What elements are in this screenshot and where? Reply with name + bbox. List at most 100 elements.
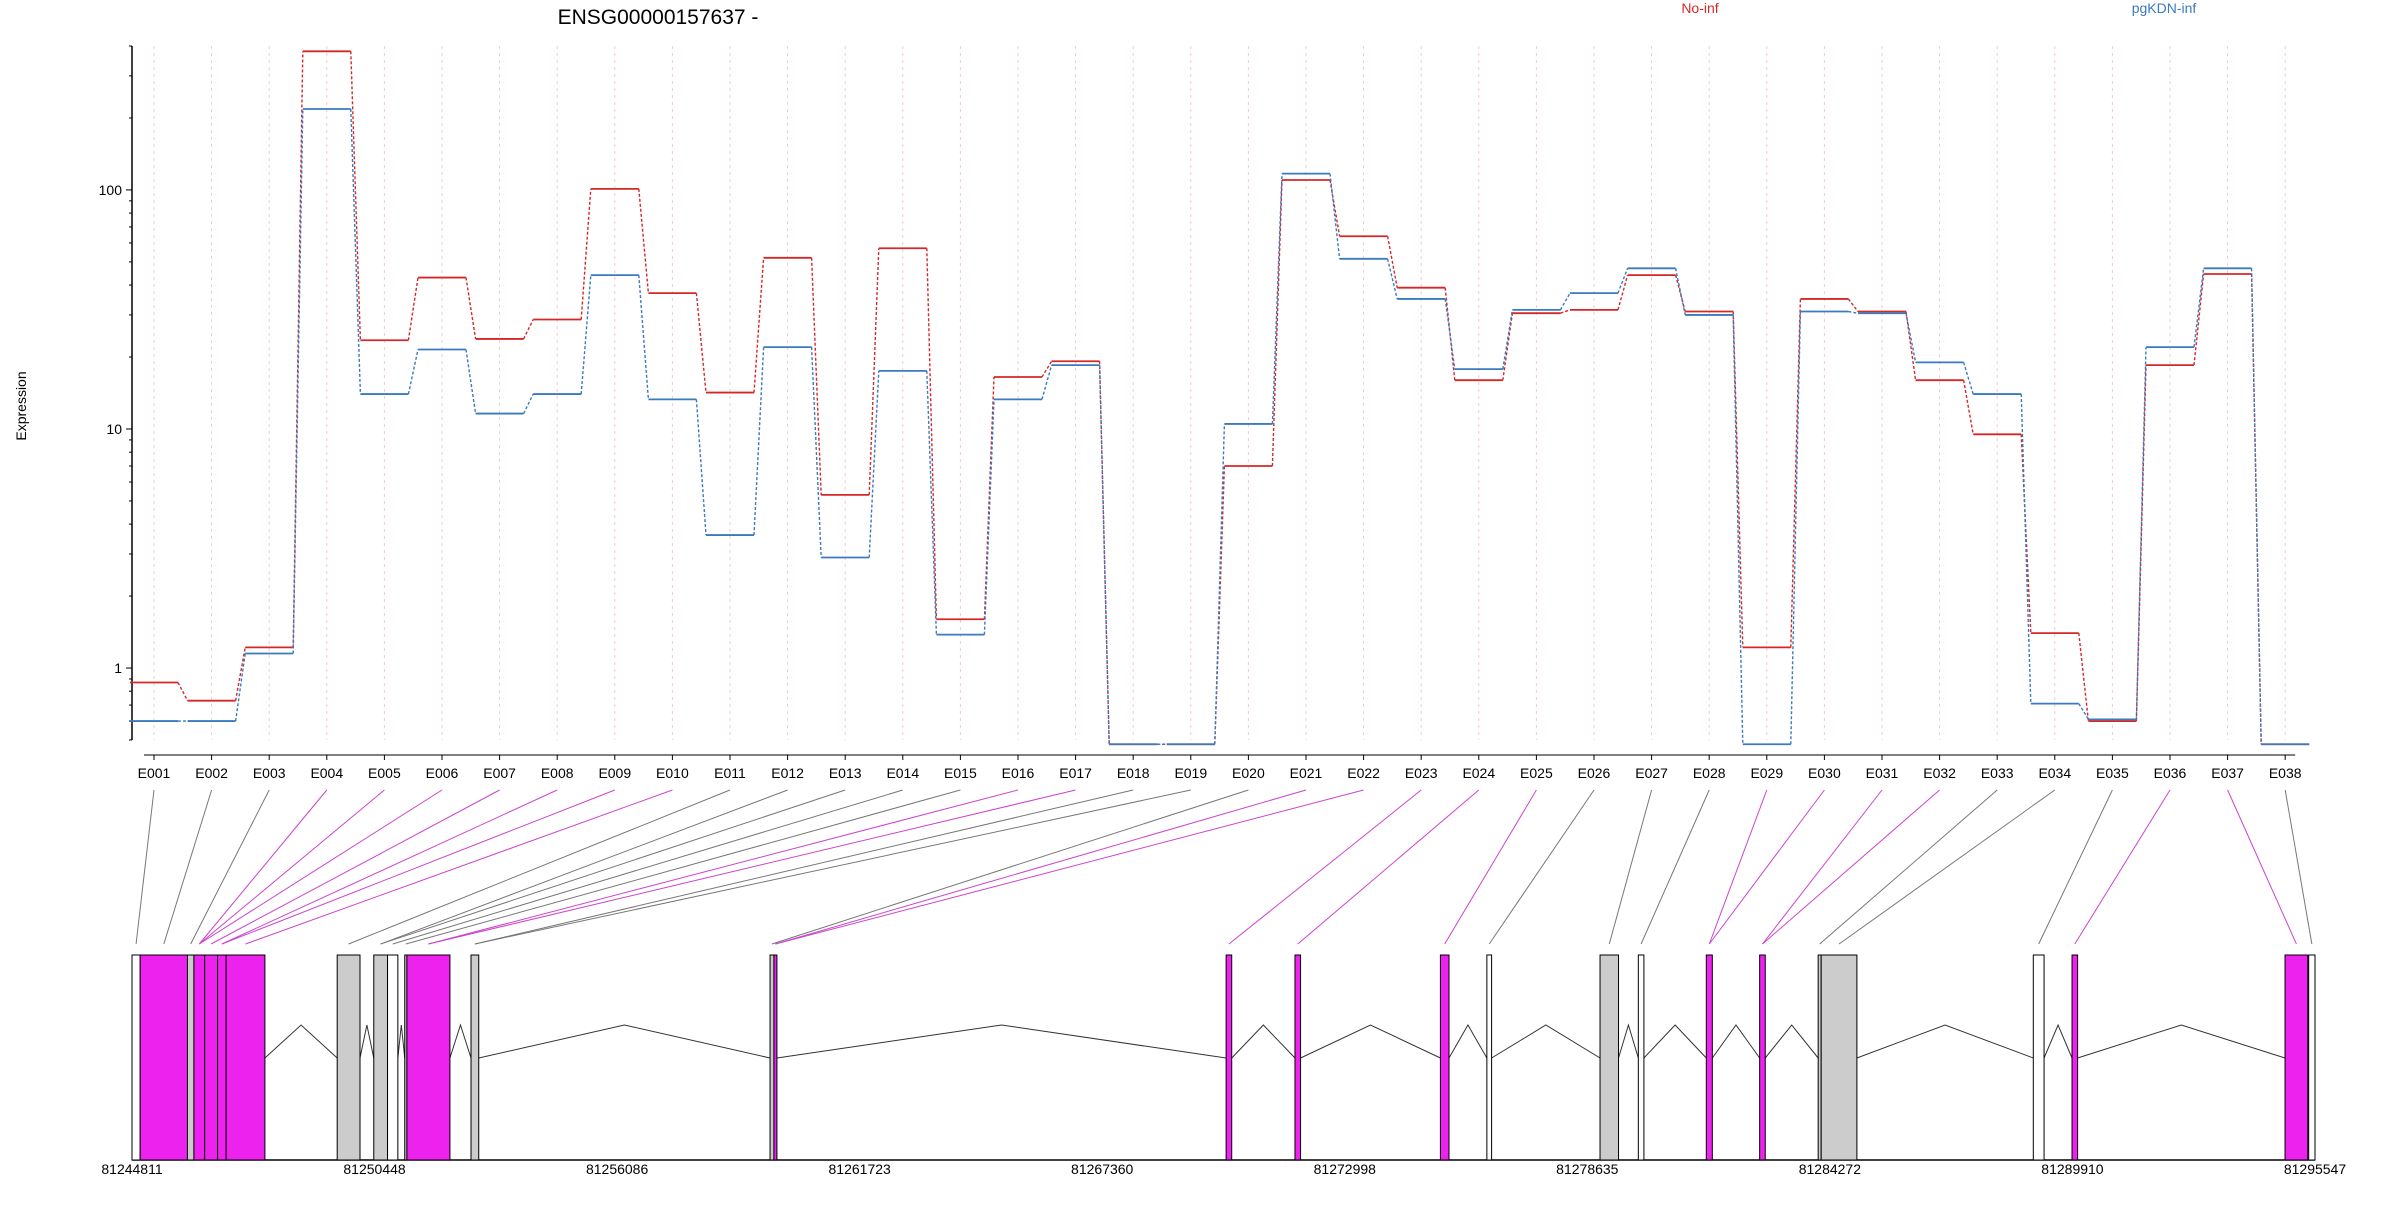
exon-connector-line (2227, 789, 2297, 945)
y-tick-label: 1 (114, 660, 122, 676)
exon-connector-line (2284, 789, 2313, 945)
x-tick-label: E026 (1578, 765, 1611, 781)
exon-connector-line (198, 789, 328, 945)
exon-connector-line (348, 789, 731, 945)
exon-block-e012 (406, 954, 451, 1161)
x-tick-label: E021 (1290, 765, 1323, 781)
intron-line (1448, 1023, 1488, 1059)
intron-line (1856, 1024, 2034, 1059)
exon-connector-line (1297, 789, 1480, 945)
intron-line (478, 1024, 771, 1059)
series-connector (522, 319, 534, 340)
exon-connector-line (1708, 789, 1768, 945)
exon-connector-line (1838, 789, 2056, 945)
series-connector (695, 293, 707, 393)
exon-connector-line (1762, 789, 1940, 945)
x-tick-label: E014 (886, 765, 919, 781)
exon-block-e022 (1705, 954, 1713, 1161)
series-connector (1041, 360, 1053, 378)
series-connector (350, 108, 362, 395)
genome-tick-label: 81244811 (101, 1161, 162, 1177)
exon-block-e016 (1225, 954, 1233, 1161)
x-tick-label: E036 (2154, 765, 2187, 781)
x-tick-label: E029 (1750, 765, 1783, 781)
series-connector (753, 257, 765, 393)
exon-block-e020 (1599, 954, 1620, 1161)
x-tick-label: E015 (944, 765, 977, 781)
series-connector (1329, 173, 1341, 259)
x-tick-label: E024 (1462, 765, 1495, 781)
exon-connector-line (1228, 789, 1422, 945)
exon-block-e010 (387, 954, 399, 1161)
x-tick-label: E010 (656, 765, 689, 781)
series-connector (1560, 309, 1571, 314)
exon-block-e004 (193, 954, 206, 1161)
exon-connector-line (771, 789, 1249, 945)
exon-connector-line (190, 789, 270, 945)
series-connector (1098, 365, 1110, 745)
intron-line (359, 1024, 375, 1059)
x-tick-label: E020 (1232, 765, 1265, 781)
exon-connector-line (1708, 789, 1825, 945)
series-connector (1905, 313, 1917, 363)
x-tick-label: E004 (310, 765, 343, 781)
series-connector (1502, 313, 1514, 381)
x-tick-label: E003 (253, 765, 286, 781)
x-tick-label: E028 (1693, 765, 1726, 781)
series-connector (522, 393, 534, 414)
exon-connector-line (2038, 789, 2113, 945)
x-tick-label: E027 (1635, 765, 1668, 781)
exon-connector-line (775, 789, 1364, 945)
x-tick-label: E006 (426, 765, 459, 781)
series-connector (1617, 268, 1629, 294)
series-pgkdn-inf (130, 108, 2310, 746)
x-tick-label: E019 (1174, 765, 1207, 781)
series-connector (983, 399, 995, 635)
intron-line (264, 1024, 338, 1059)
exon-connector-line (392, 789, 903, 945)
intron-line (449, 1023, 472, 1059)
genome-tick-label: 81278635 (1556, 1161, 1619, 1177)
exon-block-e021 (1637, 954, 1645, 1161)
series-connector (868, 370, 880, 558)
series-connector (926, 248, 938, 620)
intron-line (1643, 1024, 1707, 1059)
exon-connector-line (428, 789, 1076, 945)
x-tick-label: E007 (483, 765, 516, 781)
series-connector (2020, 394, 2032, 704)
exon-connector-line (245, 789, 673, 945)
x-tick-label: E038 (2269, 765, 2302, 781)
series-connector (868, 248, 880, 495)
intron-line (397, 1024, 406, 1059)
exon-block-e014 (769, 954, 775, 1161)
series-connector (695, 399, 707, 536)
exon-block-e025 (1820, 954, 1858, 1161)
x-tick-label: E031 (1866, 765, 1899, 781)
series-connector (638, 188, 650, 294)
series-connector (638, 275, 650, 400)
exon-connector-line (380, 789, 846, 945)
series-connector (1041, 364, 1053, 400)
intron-line (1300, 1024, 1441, 1059)
exon-block-e001 (131, 954, 141, 1161)
x-tick-label: E037 (2211, 765, 2244, 781)
series-connector (1790, 298, 1802, 648)
series-connector (1559, 292, 1571, 311)
intron-line (2043, 1023, 2073, 1059)
intron-line (776, 1024, 1227, 1059)
x-tick-label: E005 (368, 765, 401, 781)
series-connector (177, 682, 189, 702)
series-connector (1962, 362, 1974, 395)
intron-line (1711, 1024, 1761, 1059)
series-connector (2078, 633, 2090, 722)
x-tick-label: E035 (2096, 765, 2129, 781)
series-connector (1271, 173, 1283, 424)
y-tick-label: 10 (106, 421, 122, 437)
series-connector (465, 349, 477, 414)
genome-tick-label: 81289910 (2041, 1161, 2104, 1177)
exon-block-e005 (204, 954, 219, 1161)
exon-connector-line (1819, 789, 1998, 945)
exon-block-e002 (139, 954, 188, 1161)
series-connector (1502, 309, 1514, 370)
genome-tick-label: 81284272 (1799, 1161, 1862, 1177)
